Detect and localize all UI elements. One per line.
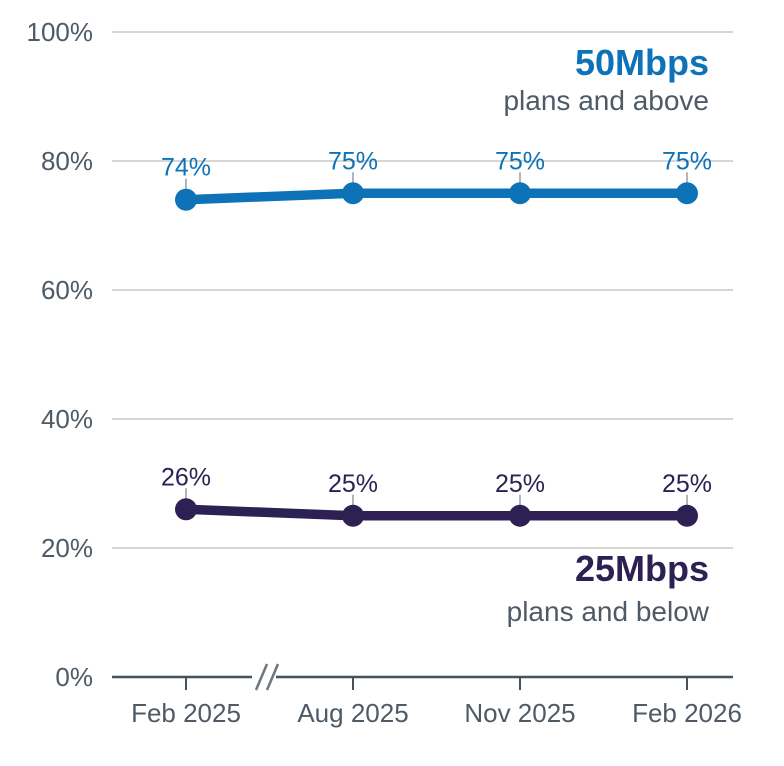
data-point: [175, 498, 197, 521]
data-point: [175, 188, 197, 211]
series-line: [181, 188, 692, 205]
data-point-label: 75%: [662, 147, 712, 175]
x-axis-label: Feb 2025: [131, 698, 241, 728]
data-point-label: 25%: [662, 470, 712, 498]
data-point: [509, 182, 531, 205]
data-point-label: 26%: [161, 463, 211, 491]
series-50mbps-title: 50Mbps: [574, 42, 709, 83]
series-50mbps-subtitle: plans and above: [503, 85, 709, 116]
series-25mbps-subtitle: plans and below: [506, 596, 709, 627]
x-axis-label: Feb 2026: [632, 698, 742, 728]
x-axis-label: Aug 2025: [297, 698, 408, 728]
data-point: [676, 182, 698, 205]
axis-break-icon: [265, 663, 280, 691]
series-line: [181, 504, 692, 521]
data-point-label: 25%: [495, 470, 545, 498]
data-point: [342, 504, 364, 527]
data-point: [676, 504, 698, 527]
data-point-label: 75%: [328, 147, 378, 175]
y-axis-label: 20%: [41, 533, 93, 563]
y-axis-label: 0%: [55, 662, 93, 692]
data-point: [342, 182, 364, 205]
data-point: [509, 504, 531, 527]
data-point-label: 75%: [495, 147, 545, 175]
series-25mbps-title: 25Mbps: [574, 548, 709, 589]
y-axis-label: 80%: [41, 146, 93, 176]
data-point-label: 74%: [161, 154, 211, 182]
axis-break-icon: [254, 663, 269, 691]
y-axis-label: 100%: [27, 17, 94, 47]
y-axis-label: 40%: [41, 404, 93, 434]
x-axis-label: Nov 2025: [464, 698, 575, 728]
y-axis-label: 60%: [41, 275, 93, 305]
data-point-label: 25%: [328, 470, 378, 498]
